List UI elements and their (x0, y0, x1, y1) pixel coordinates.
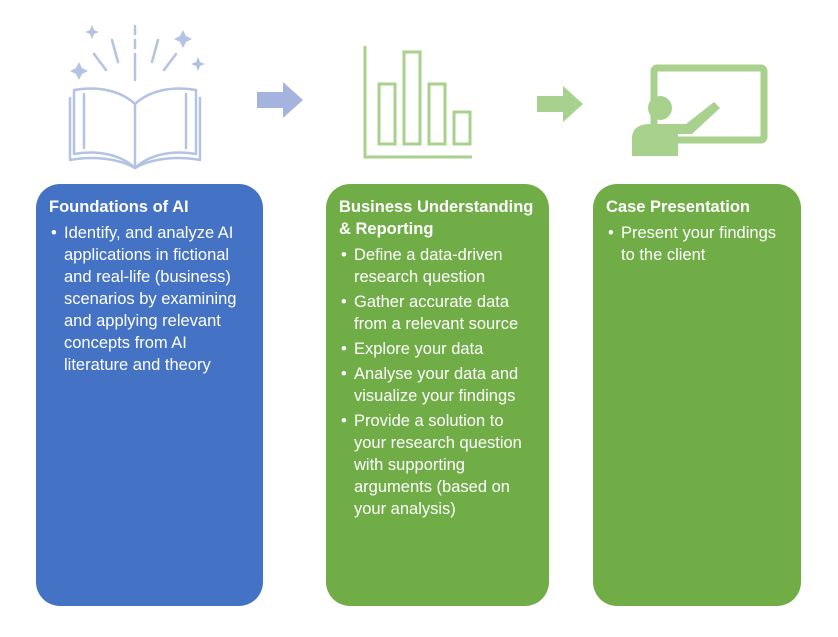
business-understanding-card: Business Understanding & Reporting Defin… (326, 184, 549, 606)
list-item: Identify, and analyze AI applications in… (49, 222, 251, 376)
right-arrow-icon (537, 86, 583, 122)
list-item: Define a data-driven research question (339, 244, 537, 288)
card-title: Case Presentation (606, 198, 750, 216)
list-item: Explore your data (339, 338, 537, 360)
bar-chart-icon (363, 46, 472, 159)
card-title: Foundations of AI (49, 198, 189, 216)
list-item: Present your findings to the client (606, 222, 789, 266)
card-bullet-list: Identify, and analyze AI applications in… (49, 222, 251, 376)
card-title: Business Understanding & Reporting (339, 198, 534, 238)
foundations-card: Foundations of AI Identify, and analyze … (36, 184, 263, 606)
list-item: Gather accurate data from a relevant sou… (339, 291, 537, 335)
list-item: Analyse your data and visualize your fin… (339, 363, 537, 407)
case-presentation-card: Case Presentation Present your findings … (593, 184, 801, 606)
list-item: Provide a solution to your research ques… (339, 410, 537, 520)
card-bullet-list: Present your findings to the client (606, 222, 789, 266)
open-book-icon (68, 24, 205, 170)
presenter-board-icon (632, 64, 768, 156)
right-arrow-icon (257, 82, 303, 118)
card-bullet-list: Define a data-driven research question G… (339, 244, 537, 520)
